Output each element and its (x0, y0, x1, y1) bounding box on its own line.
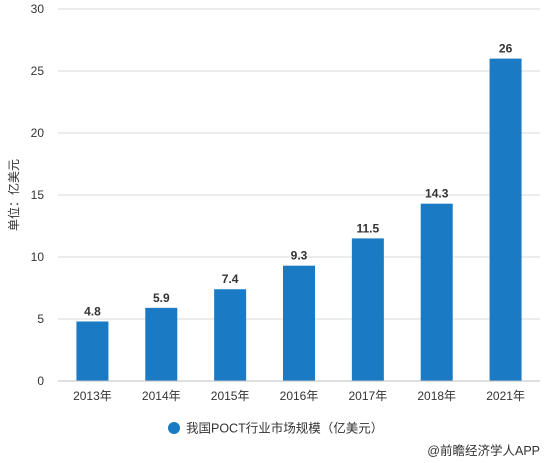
y-tick-label: 10 (31, 250, 45, 264)
data-labels: 4.8 5.9 7.4 9.3 11.5 14.3 26 (84, 42, 512, 319)
bar-value-label: 26 (499, 42, 513, 56)
source-credit: @前瞻经济学人APP (427, 443, 540, 458)
bar-value-label: 4.8 (84, 304, 101, 318)
gridlines (58, 8, 540, 320)
bar (145, 307, 178, 381)
y-tick-label: 5 (37, 312, 44, 326)
bar (489, 58, 522, 381)
legend: 我国POCT行业市场规模（亿美元） (168, 421, 383, 436)
x-tick-label: 2015年 (211, 389, 250, 403)
bar (214, 289, 247, 381)
y-tick-label: 30 (31, 2, 45, 16)
bar (420, 203, 453, 381)
bar (283, 265, 315, 381)
y-tick-label: 0 (37, 374, 44, 388)
x-tick-label: 2016年 (280, 389, 319, 403)
x-tick-label: 2017年 (349, 389, 388, 403)
bar (76, 321, 109, 381)
bar-value-label: 5.9 (153, 291, 170, 305)
y-axis-label: 单位：亿美元 (6, 159, 21, 231)
bar (351, 238, 384, 381)
x-axis-ticks: 2013年 2014年 2015年 2016年 2017年 2018年 2021年 (73, 389, 525, 403)
bar-value-label: 11.5 (357, 221, 380, 235)
y-tick-label: 15 (31, 188, 45, 202)
bar-value-label: 9.3 (291, 249, 308, 263)
x-tick-label: 2014年 (142, 389, 181, 403)
y-tick-label: 25 (31, 64, 45, 78)
y-axis-ticks: 0 5 10 15 20 25 30 (31, 2, 45, 388)
bars (76, 58, 522, 381)
legend-marker (168, 422, 180, 434)
x-tick-label: 2021年 (486, 389, 525, 403)
bar-value-label: 7.4 (222, 272, 239, 286)
bar-value-label: 14.3 (425, 187, 449, 201)
x-tick-label: 2018年 (417, 389, 456, 403)
y-tick-label: 20 (31, 126, 45, 140)
legend-label: 我国POCT行业市场规模（亿美元） (186, 421, 383, 436)
x-tick-label: 2013年 (73, 389, 112, 403)
